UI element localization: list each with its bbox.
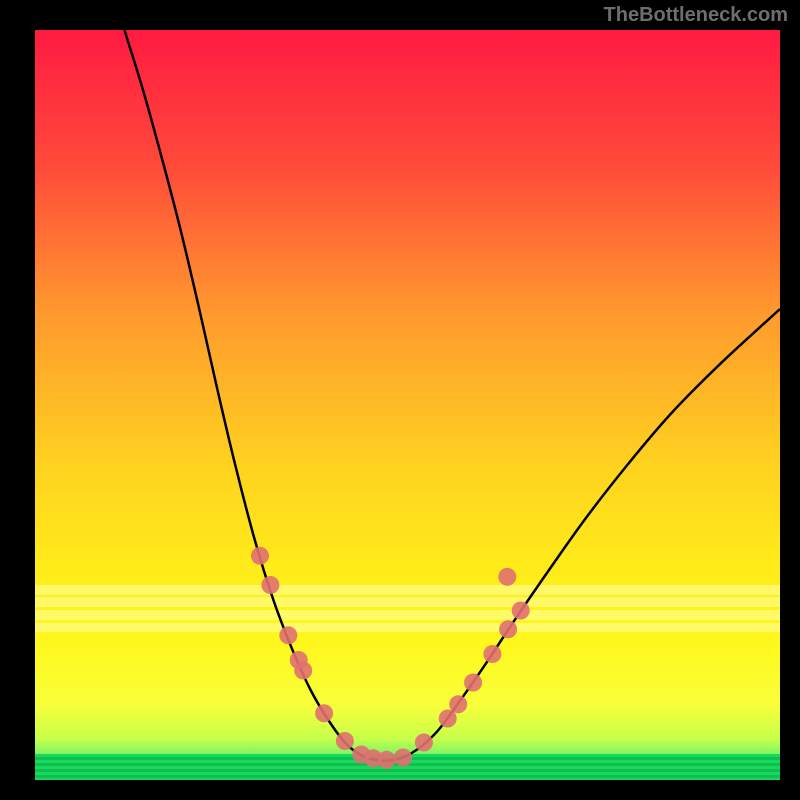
data-point bbox=[251, 547, 269, 565]
data-point bbox=[279, 626, 297, 644]
data-point bbox=[394, 749, 412, 767]
data-point bbox=[415, 734, 433, 752]
data-point bbox=[498, 568, 516, 586]
data-point bbox=[315, 704, 333, 722]
plot-area bbox=[35, 30, 780, 780]
data-point bbox=[512, 602, 530, 620]
data-point bbox=[483, 645, 501, 663]
data-point bbox=[499, 620, 517, 638]
data-point bbox=[464, 674, 482, 692]
bottleneck-curve bbox=[124, 30, 780, 761]
curve-layer bbox=[35, 30, 780, 780]
data-point bbox=[294, 662, 312, 680]
data-point bbox=[336, 732, 354, 750]
watermark-text: TheBottleneck.com bbox=[604, 4, 788, 27]
data-point bbox=[449, 695, 467, 713]
data-point bbox=[378, 751, 396, 769]
data-point bbox=[261, 576, 279, 594]
chart-stage: TheBottleneck.com bbox=[0, 0, 800, 800]
